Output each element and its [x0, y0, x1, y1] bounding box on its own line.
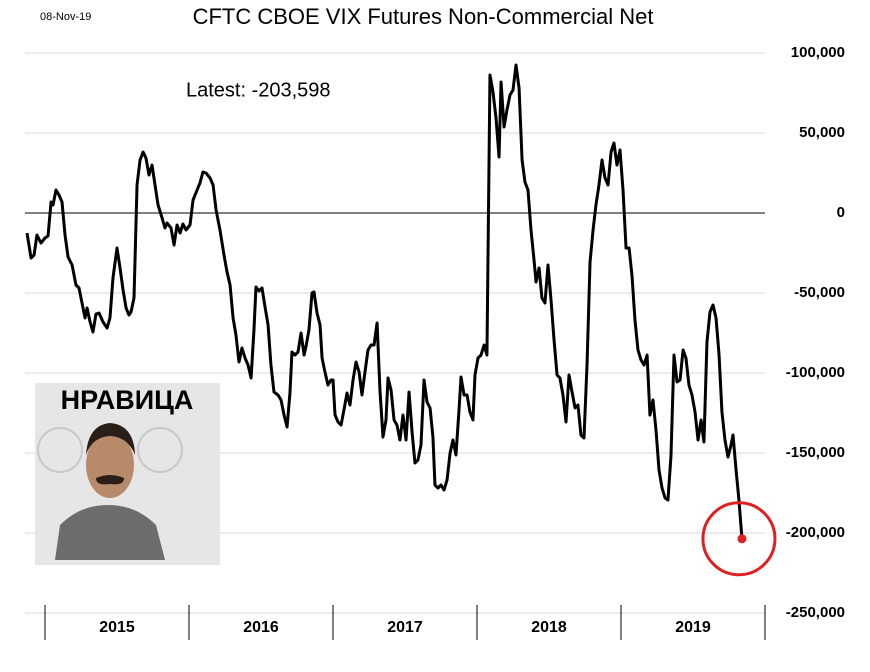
- y-tick-label: -150,000: [786, 444, 845, 461]
- y-tick-label: -100,000: [786, 364, 845, 381]
- x-tick-label: 2017: [387, 619, 423, 636]
- x-tick-label: 2016: [243, 619, 279, 636]
- chart-title: CFTC CBOE VIX Futures Non-Commercial Net: [193, 4, 654, 29]
- x-tick-label: 2018: [531, 619, 567, 636]
- y-tick-label: 100,000: [791, 44, 845, 61]
- sticker-watermark: [137, 427, 183, 473]
- highlight-ring: [701, 501, 777, 577]
- date-label: 08-Nov-19: [40, 11, 91, 23]
- sticker-image: НРАВИЦА: [35, 383, 220, 565]
- x-tick-label: 2019: [675, 619, 711, 636]
- y-tick-label: 50,000: [799, 124, 845, 141]
- y-tick-label: 0: [837, 204, 845, 221]
- sticker-watermark: [37, 427, 83, 473]
- y-tick-label: -50,000: [794, 284, 845, 301]
- sticker-figure-hair: [86, 423, 135, 455]
- latest-annotation: Latest: -203,598: [186, 79, 331, 101]
- y-tick-label: -200,000: [786, 524, 845, 541]
- sticker-figure-body: [55, 505, 165, 560]
- sticker-caption: НРАВИЦА: [61, 385, 194, 415]
- data-line: [25, 63, 744, 539]
- latest-point: [737, 534, 747, 544]
- y-tick-label: -250,000: [786, 604, 845, 621]
- x-tick-label: 2015: [99, 619, 135, 636]
- sticker-figure-mustache: [96, 475, 124, 485]
